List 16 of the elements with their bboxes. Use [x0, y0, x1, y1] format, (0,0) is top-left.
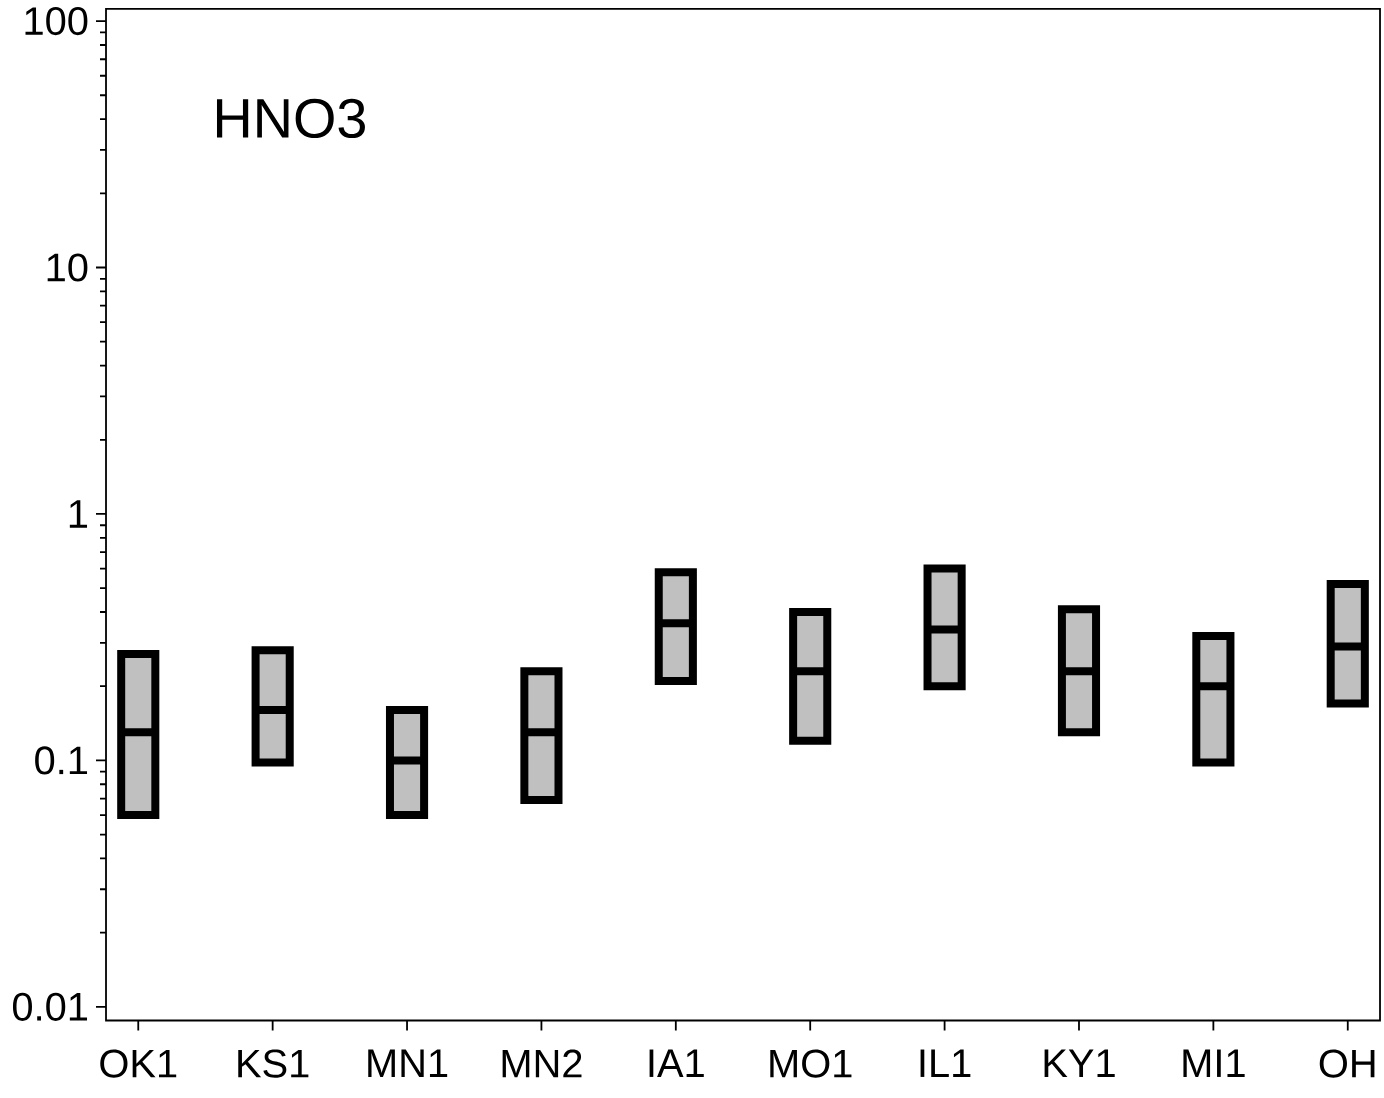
y-tick-label: 100 — [25, 7, 88, 36]
x-tick-label: KS1 — [238, 1049, 309, 1078]
y-tick-label: 10 — [47, 253, 88, 282]
x-tick-label: MN1 — [368, 1049, 448, 1077]
x-tick-label: MN2 — [502, 1049, 582, 1078]
y-tick-label: 0.1 — [35, 746, 88, 775]
x-tick-label: MO1 — [770, 1049, 852, 1078]
x-tick-label: MI1 — [1183, 1049, 1245, 1077]
x-tick-label: KY1 — [1044, 1049, 1115, 1077]
x-tick-label: IL1 — [920, 1049, 971, 1077]
x-tick-label: OK1 — [100, 1049, 177, 1078]
y-tick-label: 1 — [69, 500, 88, 528]
text: HNO3 — [216, 98, 365, 139]
x-tick-label: OH — [1319, 1049, 1375, 1078]
y-tick-label: 0.01 — [12, 992, 88, 1021]
x-tick-label: IA1 — [649, 1049, 704, 1077]
